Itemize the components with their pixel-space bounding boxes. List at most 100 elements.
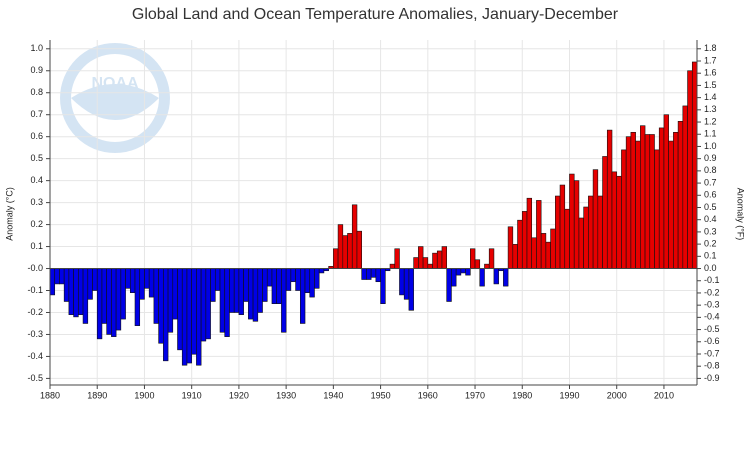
bar (644, 134, 651, 269)
y2-tick-label: 1.4 (704, 92, 717, 102)
bar (101, 268, 107, 324)
bar (606, 129, 613, 269)
x-tick-label: 1930 (276, 390, 296, 400)
x-tick-label: 1920 (229, 390, 249, 400)
bar (640, 125, 646, 269)
bar (474, 259, 481, 269)
bar (262, 268, 268, 302)
bar (309, 268, 315, 298)
bar (408, 268, 414, 311)
bar (333, 248, 339, 269)
y2-tick-label: 0.0 (704, 263, 717, 273)
bar (266, 268, 273, 287)
bar (163, 268, 169, 362)
bar (115, 268, 122, 331)
y2-tick-label: -0.4 (704, 312, 720, 322)
bar (658, 127, 665, 269)
bar (224, 268, 230, 337)
logo-text: NOAA (91, 75, 139, 92)
bar (148, 268, 155, 298)
bar (578, 217, 584, 269)
y-tick-label: 0.1 (30, 241, 43, 251)
bar (493, 268, 499, 285)
bar (172, 268, 178, 320)
y-tick-label: -0.5 (27, 373, 43, 383)
x-tick-label: 1970 (465, 390, 485, 400)
y2-tick-label: -0.2 (704, 287, 720, 297)
bar (361, 268, 367, 280)
y2-tick-label: 0.1 (704, 251, 717, 261)
bar (526, 197, 533, 269)
bar (682, 105, 688, 269)
bar (153, 268, 159, 324)
y-axis-title: Anomaly (°C) (4, 187, 14, 241)
bar (96, 268, 103, 340)
bar (205, 268, 211, 340)
logo-inner (71, 54, 159, 142)
bar (403, 268, 410, 300)
y-tick-label: 0.7 (30, 109, 43, 119)
y2-tick-label: 1.1 (704, 129, 717, 139)
y2-tick-label: 0.8 (704, 165, 717, 175)
bar (413, 257, 419, 269)
bar (559, 184, 566, 269)
y2-tick-label: -0.9 (704, 373, 720, 383)
x-tick-label: 1980 (512, 390, 532, 400)
bar (488, 248, 495, 269)
y2-tick-label: 0.9 (704, 153, 717, 163)
bar (186, 268, 192, 364)
bar (455, 268, 462, 276)
bar (233, 268, 240, 313)
bar (588, 195, 594, 269)
bar (304, 268, 311, 294)
bar (342, 235, 348, 269)
y2-axis-title: Anomaly (°F) (736, 188, 746, 241)
bar (611, 171, 618, 269)
bar (460, 268, 466, 274)
chart-title: Global Land and Ocean Temperature Anomal… (132, 6, 619, 23)
bar (503, 268, 509, 287)
y2-tick-label: 1.6 (704, 68, 717, 78)
bar (446, 268, 452, 302)
bar (366, 268, 372, 280)
bar (418, 246, 424, 269)
bar (536, 200, 542, 269)
bar (82, 268, 89, 324)
bar (106, 268, 112, 335)
y-tick-label: 1.0 (30, 43, 43, 53)
y-tick-label: 0.5 (30, 153, 43, 163)
bar (181, 268, 188, 366)
bar (389, 263, 396, 269)
x-tick-label: 1950 (371, 390, 391, 400)
bar (285, 268, 292, 291)
bar (134, 268, 141, 326)
bar (139, 268, 145, 300)
bar (564, 208, 570, 269)
bar (597, 195, 603, 269)
bar (654, 149, 660, 269)
bar (616, 175, 622, 269)
bar (257, 268, 263, 313)
bar (635, 140, 641, 269)
bar (507, 226, 514, 269)
y-tick-label: 0.8 (30, 87, 43, 97)
bar (663, 114, 669, 269)
bar (238, 268, 244, 315)
bar (399, 268, 405, 296)
bar (68, 268, 74, 315)
y2-tick-label: 0.4 (704, 214, 717, 224)
bar (375, 268, 381, 283)
bar (451, 268, 457, 287)
x-tick-label: 1990 (559, 390, 579, 400)
bar (621, 149, 627, 269)
bar (125, 268, 131, 289)
bar (569, 173, 575, 269)
y2-tick-label: 0.5 (704, 202, 717, 212)
bar (314, 268, 320, 289)
bar (229, 268, 235, 313)
x-tick-label: 1890 (87, 390, 107, 400)
bar (87, 268, 93, 300)
bar (479, 268, 485, 287)
y2-tick-label: 0.7 (704, 177, 717, 187)
